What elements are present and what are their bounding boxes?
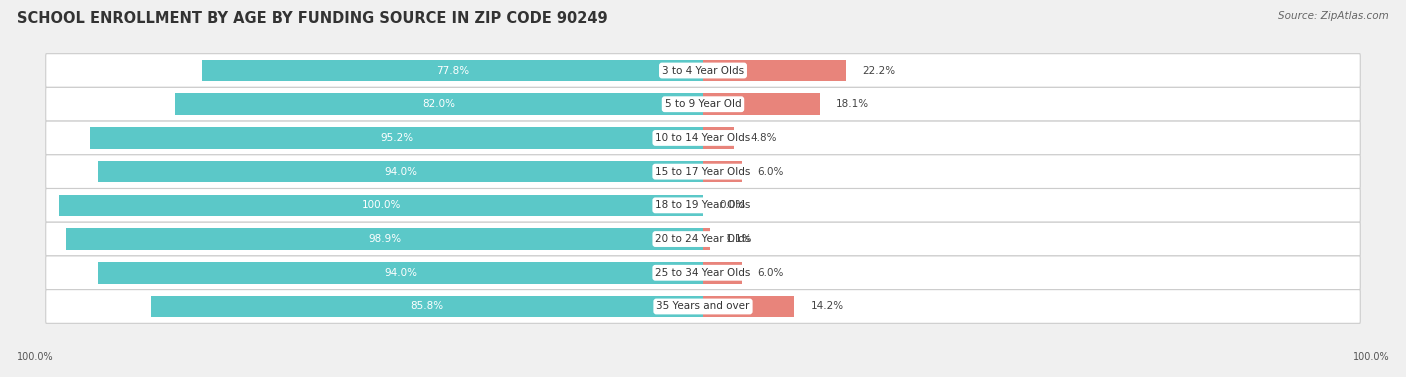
Text: 35 Years and over: 35 Years and over — [657, 302, 749, 311]
Text: 18.1%: 18.1% — [835, 99, 869, 109]
Text: 1.1%: 1.1% — [725, 234, 752, 244]
Bar — [59, 195, 703, 216]
Text: 94.0%: 94.0% — [384, 167, 418, 177]
Text: 95.2%: 95.2% — [380, 133, 413, 143]
Bar — [703, 228, 710, 250]
Text: Source: ZipAtlas.com: Source: ZipAtlas.com — [1278, 11, 1389, 21]
Text: 6.0%: 6.0% — [758, 268, 785, 278]
Text: SCHOOL ENROLLMENT BY AGE BY FUNDING SOURCE IN ZIP CODE 90249: SCHOOL ENROLLMENT BY AGE BY FUNDING SOUR… — [17, 11, 607, 26]
FancyBboxPatch shape — [46, 155, 1360, 188]
Text: 20 to 24 Year Olds: 20 to 24 Year Olds — [655, 234, 751, 244]
Bar — [703, 127, 734, 149]
Bar — [98, 262, 703, 284]
Bar — [174, 93, 703, 115]
FancyBboxPatch shape — [46, 121, 1360, 155]
Text: 18 to 19 Year Olds: 18 to 19 Year Olds — [655, 200, 751, 210]
Bar — [66, 228, 703, 250]
FancyBboxPatch shape — [46, 290, 1360, 323]
Text: 14.2%: 14.2% — [810, 302, 844, 311]
Text: 0.0%: 0.0% — [718, 200, 745, 210]
Bar — [98, 161, 703, 182]
Bar — [703, 161, 741, 182]
Bar — [703, 60, 846, 81]
Text: 100.0%: 100.0% — [361, 200, 401, 210]
Bar — [202, 60, 703, 81]
Text: 10 to 14 Year Olds: 10 to 14 Year Olds — [655, 133, 751, 143]
FancyBboxPatch shape — [46, 256, 1360, 290]
Text: 15 to 17 Year Olds: 15 to 17 Year Olds — [655, 167, 751, 177]
Text: 6.0%: 6.0% — [758, 167, 785, 177]
Bar — [90, 127, 703, 149]
FancyBboxPatch shape — [46, 54, 1360, 87]
FancyBboxPatch shape — [46, 222, 1360, 256]
Text: 98.9%: 98.9% — [368, 234, 401, 244]
Bar — [150, 296, 703, 317]
Text: 82.0%: 82.0% — [423, 99, 456, 109]
Bar — [703, 262, 741, 284]
Text: 3 to 4 Year Olds: 3 to 4 Year Olds — [662, 66, 744, 75]
Text: 100.0%: 100.0% — [1353, 352, 1389, 362]
FancyBboxPatch shape — [46, 188, 1360, 222]
Bar — [703, 296, 794, 317]
FancyBboxPatch shape — [46, 87, 1360, 121]
Text: 5 to 9 Year Old: 5 to 9 Year Old — [665, 99, 741, 109]
Text: 77.8%: 77.8% — [436, 66, 470, 75]
Text: 4.8%: 4.8% — [749, 133, 776, 143]
Text: 85.8%: 85.8% — [411, 302, 443, 311]
Text: 22.2%: 22.2% — [862, 66, 896, 75]
Text: 100.0%: 100.0% — [17, 352, 53, 362]
Text: 94.0%: 94.0% — [384, 268, 418, 278]
Text: 25 to 34 Year Olds: 25 to 34 Year Olds — [655, 268, 751, 278]
Bar — [703, 93, 820, 115]
